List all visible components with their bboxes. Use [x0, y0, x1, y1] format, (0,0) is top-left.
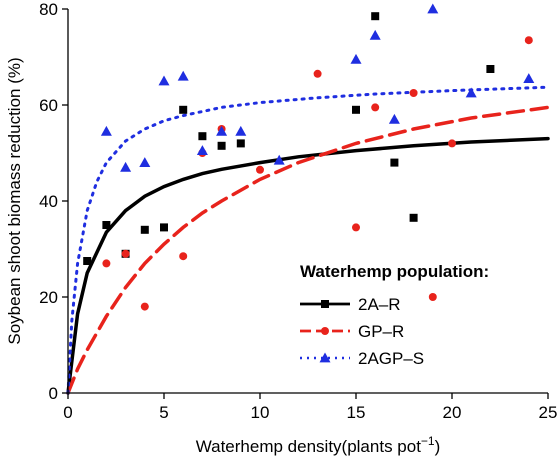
- x-tick-label-2: 10: [251, 403, 270, 422]
- data-point-series-2-3: [158, 75, 170, 86]
- data-point-series-2-12: [427, 3, 439, 14]
- x-axis-title-main: Waterhemp density(plants pot: [196, 437, 421, 456]
- y-tick-label-2: 40: [39, 192, 58, 211]
- y-tick-label-3: 60: [39, 96, 58, 115]
- x-tick-label-4: 20: [443, 403, 462, 422]
- data-point-series-1-10: [409, 89, 418, 97]
- data-point-series-0-7: [217, 141, 226, 150]
- data-point-series-2-14: [523, 73, 535, 83]
- data-point-series-0-6: [198, 132, 207, 141]
- legend-marker-series-0: [321, 300, 329, 308]
- data-point-series-1-6: [256, 165, 264, 174]
- data-point-series-1-12: [448, 139, 456, 148]
- data-point-series-0-5: [179, 105, 188, 114]
- data-point-series-2-5: [196, 145, 208, 155]
- data-point-series-1-7: [313, 69, 322, 78]
- x-axis-title: Waterhemp density(plants pot−1): [196, 434, 441, 456]
- data-point-series-1-9: [371, 103, 380, 112]
- legend: Waterhemp population: 2A–R GP–R 2AGP–S: [300, 262, 489, 368]
- data-point-series-1-1: [121, 249, 130, 258]
- data-point-series-1-13: [524, 36, 533, 45]
- data-point-series-2-1: [120, 161, 132, 172]
- y-axis-title: Soybean shoot biomass reduction (%): [5, 57, 24, 344]
- data-point-series-0-8: [236, 139, 245, 148]
- x-tick-label-3: 15: [347, 403, 366, 422]
- data-point-series-0-13: [486, 65, 495, 73]
- fit-curve-series-0: [66, 136, 550, 395]
- data-point-series-0-10: [371, 12, 380, 21]
- data-point-series-0-0: [83, 257, 92, 265]
- y-tick-label-1: 20: [39, 288, 58, 307]
- x-tick-label-1: 5: [159, 403, 168, 422]
- data-point-series-0-11: [390, 158, 399, 167]
- data-point-series-2-10: [369, 29, 381, 40]
- data-point-series-2-0: [100, 125, 112, 136]
- fit-curve-series-1: [66, 105, 550, 395]
- x-axis-title-sup: −1: [421, 434, 435, 448]
- data-point-series-0-9: [352, 105, 360, 114]
- y-tick-label-4: 80: [39, 0, 58, 19]
- data-point-series-0-12: [409, 213, 418, 222]
- legend-label-series-0: 2A–R: [358, 295, 401, 314]
- legend-marker-series-2: [319, 352, 331, 363]
- y-tick-label-0: 0: [49, 384, 58, 403]
- data-point-series-2-4: [177, 70, 189, 81]
- data-point-series-2-13: [465, 87, 477, 98]
- data-point-series-1-3: [179, 252, 188, 261]
- data-point-series-1-2: [140, 302, 149, 311]
- data-point-series-0-4: [160, 223, 168, 232]
- legend-title: Waterhemp population:: [300, 262, 489, 281]
- data-point-series-2-7: [235, 125, 247, 136]
- data-point-series-2-8: [273, 154, 285, 165]
- data-point-series-1-11: [428, 293, 437, 301]
- data-point-series-0-1: [102, 221, 111, 229]
- data-point-series-2-11: [388, 113, 400, 124]
- data-point-series-1-0: [102, 259, 111, 268]
- data-point-series-0-3: [140, 225, 149, 234]
- data-point-series-2-6: [216, 125, 228, 136]
- legend-label-series-2: 2AGP–S: [358, 349, 424, 368]
- x-tick-label-5: 25: [539, 403, 558, 422]
- legend-marker-series-1: [321, 327, 329, 335]
- x-axis-title-suffix: ): [435, 437, 441, 456]
- fit-curve-series-2: [66, 85, 550, 395]
- legend-label-series-1: GP–R: [358, 322, 404, 341]
- x-tick-label-0: 0: [63, 403, 72, 422]
- axes: 0 5 10 15 20 25 0 20 40 60 80 Waterhemp density(pla…: [5, 0, 557, 456]
- data-point-series-2-2: [139, 157, 151, 167]
- data-point-series-2-9: [350, 53, 362, 64]
- data-point-series-1-8: [352, 223, 360, 232]
- plot-area: [66, 3, 550, 395]
